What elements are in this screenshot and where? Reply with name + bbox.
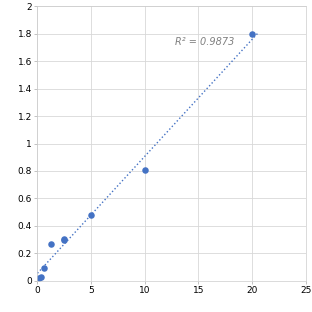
Point: [41, 265, 47, 270]
Point: [250, 32, 255, 37]
Point: [89, 212, 94, 217]
Point: [62, 236, 67, 241]
Point: [48, 241, 53, 246]
Point: [62, 237, 67, 242]
Point: [38, 274, 43, 279]
Point: [142, 168, 147, 173]
Point: [37, 275, 41, 280]
Text: R² = 0.9873: R² = 0.9873: [175, 37, 234, 47]
